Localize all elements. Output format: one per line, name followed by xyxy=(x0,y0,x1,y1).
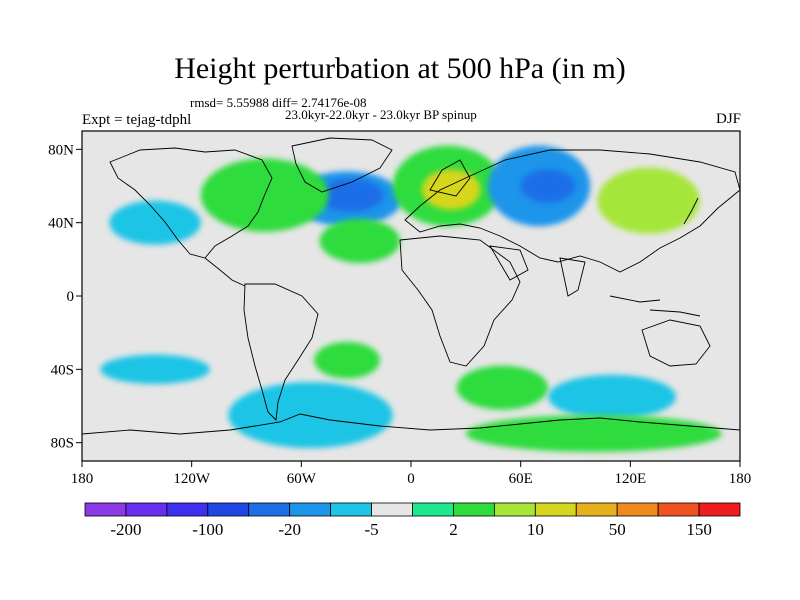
latitude-ticks: 80N 40N 0 40S 80S xyxy=(48,142,82,452)
colorbar-swatch xyxy=(371,502,413,517)
colorbar-swatch xyxy=(534,502,577,517)
lon-tick-label: 180 xyxy=(729,471,752,487)
anomaly-nw-atlantic-low-core xyxy=(317,178,384,212)
lon-tick-label: 120E xyxy=(614,471,646,487)
colorbar-swatch xyxy=(453,502,495,517)
colorbar-label: -20 xyxy=(278,520,301,539)
colorbar-label: 10 xyxy=(527,520,544,539)
lat-tick-label: 40S xyxy=(51,362,74,378)
colorbar-swatch xyxy=(412,502,454,517)
anomaly-south-atlantic-high xyxy=(314,341,380,379)
colorbar-label: -100 xyxy=(192,520,223,539)
anomaly-fields xyxy=(100,145,722,452)
colorbar-swatch xyxy=(616,502,659,517)
colorbar: -200 -100 -20 -5 2 10 50 150 xyxy=(84,502,741,539)
colorbar-label: -200 xyxy=(110,520,141,539)
anomaly-southern-ocean-high xyxy=(456,365,549,410)
season-label: DJF xyxy=(715,111,741,127)
colorbar-label: -5 xyxy=(364,520,378,539)
lat-tick-label: 0 xyxy=(67,289,75,305)
anomaly-indian-ocean-low xyxy=(548,374,677,419)
lat-tick-label: 80N xyxy=(48,142,74,158)
lon-tick-label: 120W xyxy=(173,471,211,487)
colorbar-label: 150 xyxy=(686,520,712,539)
colorbar-swatch xyxy=(698,502,741,517)
anomaly-south-pacific-low xyxy=(100,354,210,385)
coastlines xyxy=(82,137,740,435)
period-line: 23.0kyr-22.0kyr - 23.0kyr BP spinup xyxy=(285,107,477,122)
lat-tick-label: 40N xyxy=(48,216,74,232)
anomaly-pacific-low xyxy=(109,200,201,245)
colorbar-swatch xyxy=(493,502,536,517)
colorbar-swatch xyxy=(575,502,618,517)
colorbar-swatch xyxy=(84,502,127,517)
anomaly-atlantic-high xyxy=(319,219,401,263)
lon-tick-label: 60W xyxy=(287,471,317,487)
figure-title: Height perturbation at 500 hPa (in m) xyxy=(174,52,626,85)
colorbar-label: 50 xyxy=(609,520,626,539)
experiment-label: Expt = tejag-tdphl xyxy=(82,112,192,128)
colorbar-swatch xyxy=(166,502,209,517)
colorbar-swatch xyxy=(125,502,168,517)
lon-tick-label: 60E xyxy=(509,471,533,487)
anomaly-antarctic-high xyxy=(465,415,722,452)
colorbar-swatch xyxy=(207,502,250,517)
colorbar-swatch xyxy=(330,502,372,517)
colorbar-label: 2 xyxy=(449,520,458,539)
stats-line: rmsd= 5.55988 diff= 2.74176e-08 xyxy=(190,95,367,110)
lon-tick-label: 0 xyxy=(407,471,415,487)
colorbar-swatch xyxy=(248,502,291,517)
colorbar-swatch xyxy=(657,502,700,517)
anomaly-east-asia-high xyxy=(597,167,700,234)
longitude-ticks: 180 120W 60W 0 60E 120E 180 xyxy=(71,461,752,487)
anomaly-southern-ocean-low xyxy=(228,382,393,449)
lat-tick-label: 80S xyxy=(51,436,74,452)
colorbar-swatch xyxy=(289,502,332,517)
anomaly-asia-low-core xyxy=(520,169,576,203)
lon-tick-label: 180 xyxy=(71,471,94,487)
